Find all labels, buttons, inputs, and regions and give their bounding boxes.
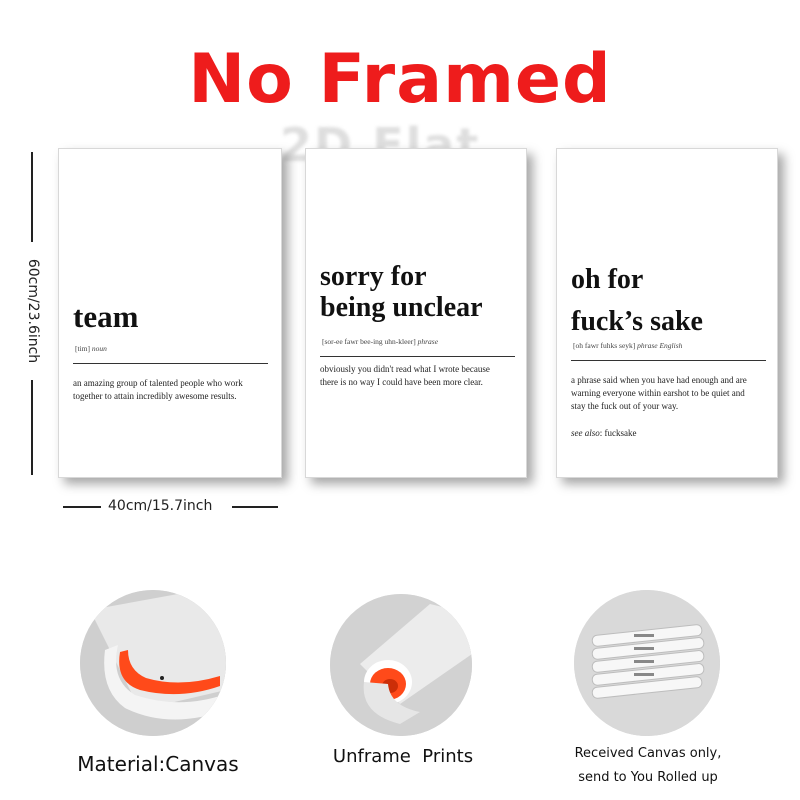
height-dimension-line-bottom xyxy=(31,380,33,475)
poster-see-also: see also: fucksake xyxy=(571,428,637,438)
canvas-fold-illustration xyxy=(80,590,226,736)
poster-definition: obviously you didn't read what I wrote b… xyxy=(320,364,490,387)
feature-caption-rolled: Received Canvas only, send to You Rolled… xyxy=(574,746,722,785)
poster-pronunciation: [oh fawr fuhks seyk] phrase English xyxy=(573,341,683,350)
rolled-tubes-icon xyxy=(574,590,720,736)
poster-definition: an amazing group of talented people who … xyxy=(73,378,243,401)
rolled-print-icon xyxy=(330,594,472,736)
rolled-print-illustration xyxy=(330,594,472,736)
poster-pronunciation: [sor-ee fawr bee-ing uhn-kleer] phrase xyxy=(322,337,439,346)
poster-divider xyxy=(571,360,766,361)
poster-team: team [tim] noun an amazing group of tale… xyxy=(58,148,282,478)
feature-caption-material: Material:Canvas xyxy=(77,752,239,776)
poster-sorry-for-being-unclear: sorry for being unclear [sor-ee fawr bee… xyxy=(305,148,527,478)
poster-definition: a phrase said when you have had enough a… xyxy=(571,375,747,411)
poster-divider xyxy=(320,356,515,357)
canvas-fold-icon xyxy=(80,590,226,736)
width-dimension-line-right xyxy=(232,506,278,508)
width-dimension-line-left xyxy=(63,506,101,508)
height-dimension-label: 60cm/23.6inch xyxy=(25,258,41,364)
width-dimension-label: 40cm/15.7inch xyxy=(108,498,213,514)
rolled-tubes-illustration xyxy=(574,590,720,736)
poster-word: team xyxy=(73,299,139,334)
poster-divider xyxy=(73,363,268,364)
feature-caption-unframe: Unframe Prints xyxy=(332,746,474,767)
poster-word: sorry for being unclear xyxy=(320,261,483,323)
poster-oh-for-sake: oh for fuck’s sake [oh fawr fuhks seyk] … xyxy=(556,148,778,478)
height-dimension-line-top xyxy=(31,152,33,242)
poster-word: oh for fuck’s sake xyxy=(571,264,703,337)
poster-pronunciation: [tim] noun xyxy=(75,344,107,353)
headline-title: No Framed xyxy=(188,40,612,119)
